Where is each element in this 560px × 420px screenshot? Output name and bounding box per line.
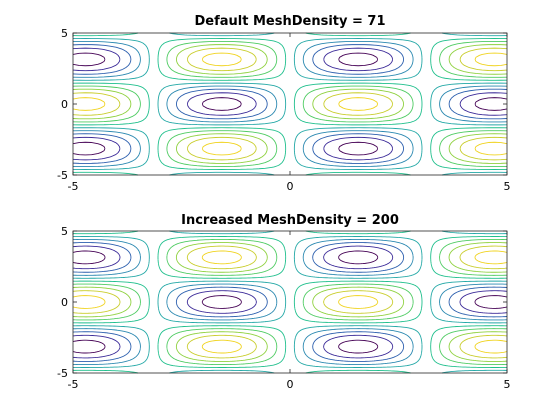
contour-line-level-1 [72,47,508,161]
contour-line-level-2 [72,242,508,362]
contour-line-level-5 [72,230,508,374]
subplot-1-xtick-label-2: 5 [504,180,511,193]
subplot-2-xtick-label-0: -5 [68,378,79,391]
contour-line-level-6 [72,40,508,168]
subplot-2-ytick-label-1: 0 [61,296,68,309]
contour-line-level-3 [72,40,508,168]
contour-line-level-3 [72,238,508,366]
contour-line-level-0 [72,250,508,354]
subplot-1-ticks [72,32,508,176]
contour-line-level-6 [72,238,508,366]
subplot-2-contours [72,230,508,374]
subplot-2-xtick-label-1: 0 [287,378,294,391]
subplot-2: Increased MeshDensity = 200 -5 0 5 -5 0 … [57,213,510,391]
contour-line-level-9 [72,250,508,354]
contour-line-level-7 [72,242,508,362]
contour-line-level-0 [72,52,508,156]
subplot-1-ytick-label-0: -5 [57,169,68,182]
subplot-2-ytick-label-0: -5 [57,367,68,380]
contour-line-level-2 [72,44,508,164]
subplot-2-ticks [72,230,508,374]
subplot-2-ytick-label-2: 5 [61,225,68,238]
contour-line-level-1 [72,245,508,359]
subplot-2-title: Increased MeshDensity = 200 [181,213,399,228]
subplot-2-xtick-label-2: 5 [504,378,511,391]
subplot-1-title: Default MeshDensity = 71 [194,14,385,29]
subplot-1-xtick-label-0: -5 [68,180,79,193]
contour-line-level-7 [72,44,508,164]
contour-line-level-8 [72,245,508,359]
contour-line-level-9 [72,52,508,156]
subplot-1-ytick-label-2: 5 [61,27,68,40]
contour-line-level-8 [72,47,508,161]
subplot-1: Default MeshDensity = 71 -5 0 5 -5 0 5 [57,14,510,193]
contour-line-level-5 [72,32,508,176]
subplot-1-ytick-label-1: 0 [61,98,68,111]
subplot-1-xtick-label-1: 0 [287,180,294,193]
